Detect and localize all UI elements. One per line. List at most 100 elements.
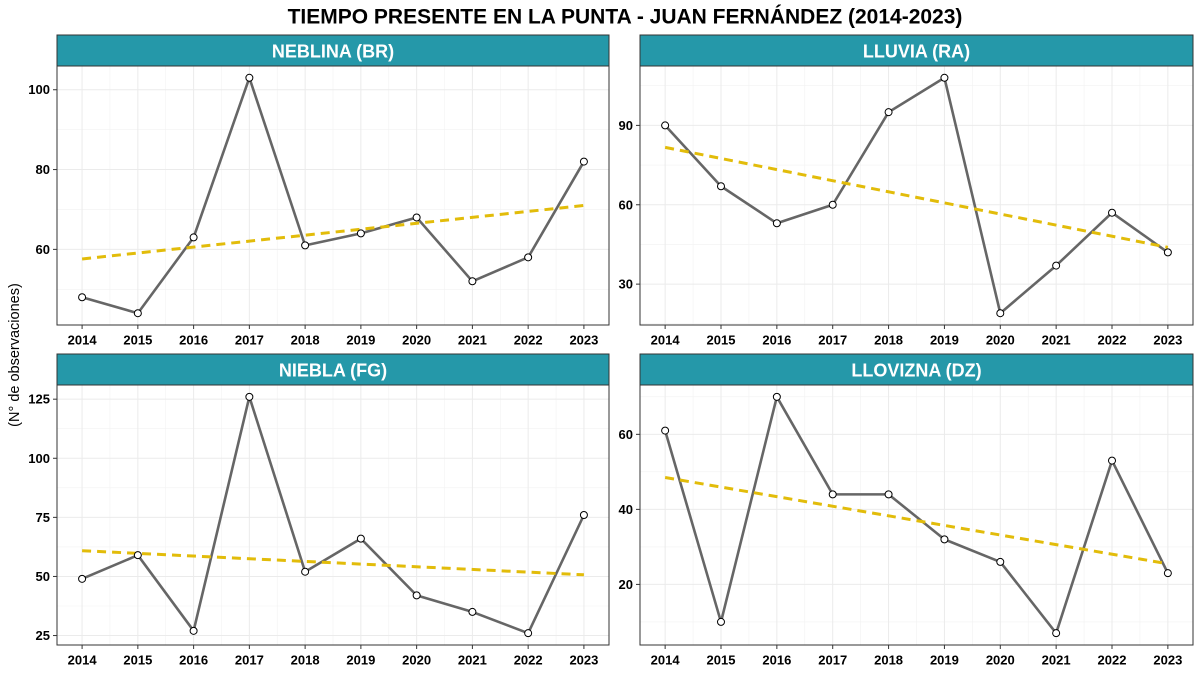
trend-line	[664, 145, 1169, 249]
data-point	[884, 490, 893, 499]
strip-label: LLUVIA (RA)	[863, 42, 970, 62]
x-tick-label: 2018	[874, 653, 903, 668]
x-tick-label: 2014	[68, 333, 98, 348]
panel-lluvia: LLUVIA (RA) 30 60 90 2014 2015 2016 2017 2018 201…	[619, 34, 1194, 348]
trend-line	[81, 203, 585, 261]
panel-neblina: NEBLINA (BR) 60 80 100 2014 2015 2016 2017 2018 2…	[28, 34, 610, 348]
strip-lluvia	[639, 34, 1194, 67]
x-tick-label: 2021	[458, 333, 487, 348]
x-tick-label: 2022	[1098, 333, 1127, 348]
x-tick-label: 2015	[123, 333, 152, 348]
x-tick-label: 2014	[68, 653, 98, 668]
x-tick-label: 2023	[1153, 653, 1182, 668]
y-tick-label: 25	[36, 628, 50, 643]
data-point	[468, 277, 477, 286]
data-point	[996, 309, 1005, 318]
trend-line	[664, 476, 1169, 566]
x-tick-label: 2020	[402, 333, 431, 348]
strip-neblina	[56, 34, 610, 67]
data-point	[133, 309, 142, 318]
x-tick-label: 2019	[930, 333, 959, 348]
x-tick-label: 2022	[514, 653, 543, 668]
x-tick-label: 2017	[818, 333, 847, 348]
data-point	[884, 108, 893, 117]
x-tick-label: 2022	[1098, 653, 1127, 668]
x-tick-label: 2015	[707, 333, 736, 348]
data-line	[80, 395, 586, 635]
strip-label: NEBLINA (BR)	[272, 42, 394, 62]
x-tick-label: 2016	[179, 653, 208, 668]
facet-panels: NEBLINA (BR) 60 80 100 2014 2015 2016 2017 2018 2…	[28, 34, 1194, 668]
grid	[640, 66, 1193, 325]
x-tick-label: 2019	[346, 333, 375, 348]
y-tick-label: 40	[619, 502, 633, 517]
y-tick-label: 60	[619, 197, 633, 212]
x-tick-label: 2016	[762, 333, 791, 348]
grid	[57, 66, 609, 325]
data-point	[356, 534, 365, 543]
data-point	[716, 182, 725, 191]
data-point	[189, 626, 198, 635]
data-point	[940, 535, 949, 544]
data-point	[1052, 629, 1061, 638]
data-point	[524, 253, 533, 262]
x-tick-label: 2023	[569, 653, 598, 668]
y-tick-label: 125	[28, 392, 50, 407]
x-tick-label: 2017	[235, 333, 264, 348]
data-point	[524, 629, 533, 638]
data-point	[1108, 456, 1117, 465]
x-tick-label: 2018	[874, 333, 903, 348]
y-tick-label: 100	[28, 451, 50, 466]
data-point	[716, 617, 725, 626]
strip-llovizna	[639, 353, 1194, 386]
strip-label: LLOVIZNA (DZ)	[851, 361, 981, 381]
data-point	[579, 511, 588, 519]
data-point	[412, 213, 421, 222]
data-point	[579, 157, 588, 166]
data-point	[468, 607, 477, 616]
y-tick-label: 80	[36, 162, 50, 177]
y-tick-label: 20	[619, 577, 633, 592]
x-tick-label: 2017	[818, 653, 847, 668]
data-point	[996, 557, 1005, 566]
data-point	[412, 591, 421, 600]
data-point	[356, 229, 365, 238]
data-point	[828, 490, 837, 499]
data-point	[772, 219, 781, 228]
data-point	[189, 233, 198, 242]
x-tick-label: 2019	[930, 653, 959, 668]
data-point	[78, 574, 87, 583]
data-point	[828, 200, 837, 209]
data-point	[1163, 248, 1172, 257]
x-tick-label: 2015	[707, 653, 736, 668]
x-tick-label: 2021	[458, 653, 487, 668]
x-tick-label: 2017	[235, 653, 264, 668]
data-point	[301, 567, 310, 576]
data-point	[1108, 208, 1117, 217]
data-point	[661, 121, 670, 130]
y-tick-label: 30	[619, 277, 633, 292]
x-tick-label: 2015	[123, 653, 152, 668]
x-tick-label: 2018	[291, 653, 320, 668]
x-tick-label: 2021	[1042, 653, 1071, 668]
data-point	[301, 241, 310, 250]
x-tick-label: 2016	[179, 333, 208, 348]
x-tick-label: 2021	[1042, 333, 1071, 348]
x-tick-label: 2020	[986, 333, 1015, 348]
x-tick-label: 2019	[346, 653, 375, 668]
data-point	[772, 392, 781, 401]
panel-niebla: NIEBLA (FG) 25 50 75 100 125 2014 2015 2016 2017 2…	[28, 353, 610, 668]
y-tick-label: 60	[36, 242, 50, 257]
x-tick-label: 2014	[651, 653, 681, 668]
x-tick-label: 2020	[986, 653, 1015, 668]
y-tick-label: 100	[28, 82, 50, 97]
y-axis-title: (N° de observaciones)	[7, 283, 23, 427]
strip-niebla	[56, 353, 610, 386]
x-tick-label: 2018	[291, 333, 320, 348]
x-tick-label: 2022	[514, 333, 543, 348]
strip-label: NIEBLA (FG)	[279, 361, 387, 381]
x-tick-label: 2023	[1153, 333, 1182, 348]
y-tick-label: 75	[36, 510, 50, 525]
data-point	[940, 73, 949, 82]
